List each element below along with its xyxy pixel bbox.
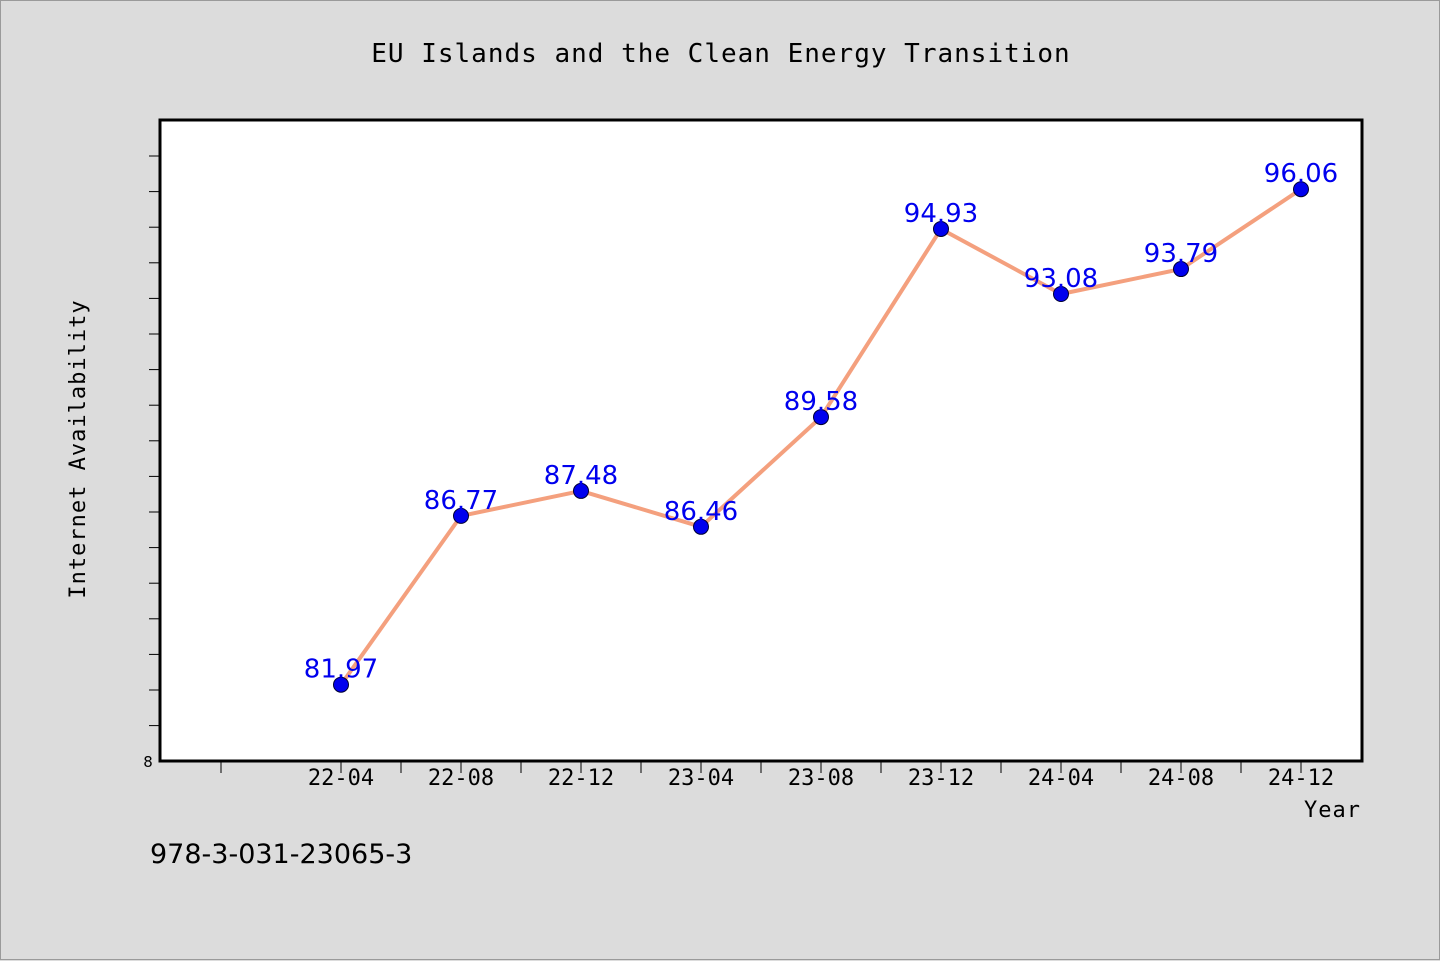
data-point (1293, 181, 1309, 198)
x-axis-title: Year (1304, 798, 1361, 823)
data-label: 89.58 (784, 387, 858, 417)
y-axis-min-label: 8 (143, 753, 153, 771)
y-axis-ticks (149, 155, 161, 727)
data-point (933, 220, 949, 237)
data-label: 96.06 (1264, 159, 1338, 189)
series-group (333, 181, 1309, 693)
data-label: 93.79 (1144, 239, 1218, 269)
data-point (453, 507, 469, 524)
chart-title: EU Islands and the Clean Energy Transiti… (371, 39, 1070, 69)
x-tick-label: 23-12 (908, 766, 974, 791)
x-tick-label: 22-04 (308, 766, 374, 791)
x-tick-label: 23-08 (788, 766, 854, 791)
x-axis-ticks: 22-04 22-08 22-12 23-04 23-08 23-12 24-04 24-08… (220, 761, 1334, 791)
data-label: 81.97 (304, 655, 378, 685)
x-tick-label: 24-04 (1028, 766, 1094, 791)
data-point (1173, 261, 1189, 278)
data-label: 86.77 (424, 486, 498, 516)
data-label: 94.93 (904, 199, 978, 229)
isbn-text: 978-3-031-23065-3 (150, 839, 412, 870)
data-point (333, 676, 349, 693)
data-label: 86.46 (664, 497, 738, 527)
x-tick-label: 23-04 (668, 766, 734, 791)
x-tick-label: 22-08 (428, 766, 494, 791)
x-tick-label: 22-12 (548, 766, 614, 791)
data-label: 87.48 (544, 461, 618, 491)
y-axis-title: Internet Availability (66, 299, 91, 598)
data-labels: 81.97 86.77 87.48 86.46 89.58 94.93 93.08 93.79… (304, 159, 1338, 684)
data-point (573, 482, 589, 499)
data-point (693, 518, 709, 535)
data-point (1053, 286, 1069, 303)
x-tick-label: 24-08 (1148, 766, 1214, 791)
data-label: 93.08 (1024, 264, 1098, 294)
data-point (813, 409, 829, 426)
x-tick-label: 24-12 (1268, 766, 1334, 791)
